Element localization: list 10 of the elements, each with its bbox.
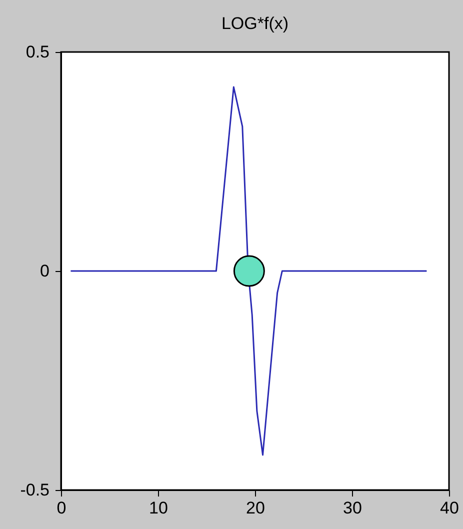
x-tick-label: 0 xyxy=(56,498,66,518)
x-tick-label: 30 xyxy=(343,498,362,518)
x-tick-label: 40 xyxy=(440,498,459,518)
line-series xyxy=(70,86,428,456)
chart-title: LOG*f(x) xyxy=(221,14,289,33)
x-tick-label: 10 xyxy=(149,498,168,518)
y-tick-label: -0.5 xyxy=(20,480,50,500)
y-tick-label: 0.5 xyxy=(26,42,50,62)
x-tick-label: 20 xyxy=(246,498,265,518)
y-tick-label: 0 xyxy=(40,262,50,280)
